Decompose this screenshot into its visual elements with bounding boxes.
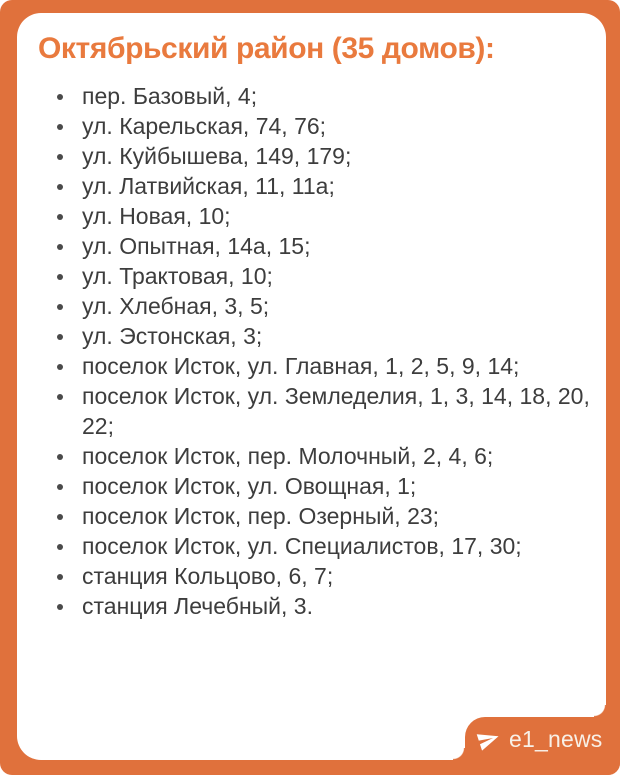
bullet-marker — [38, 321, 82, 351]
address-text: станция Кольцово, 6, 7; — [82, 563, 334, 589]
address-list-item: поселок Исток, ул. Овощная, 1; — [38, 471, 592, 501]
bullet-icon — [57, 333, 63, 340]
bullet-marker — [38, 291, 82, 321]
address-list-item: ул. Куйбышева, 149, 179; — [38, 141, 592, 171]
address-list-item: поселок Исток, ул. Главная, 1, 2, 5, 9, … — [38, 351, 592, 381]
address-text: поселок Исток, ул. Земледелия, 1, 3, 14,… — [82, 383, 590, 439]
address-list-item: ул. Новая, 10; — [38, 201, 592, 231]
address-list-item: поселок Исток, пер. Молочный, 2, 4, 6; — [38, 441, 592, 471]
channel-badge-label: e1_news — [509, 725, 603, 752]
address-text: поселок Исток, ул. Главная, 1, 2, 5, 9, … — [82, 353, 520, 379]
corner-fillet-right — [594, 705, 606, 717]
corner-fillet-bottom — [453, 748, 465, 760]
bullet-icon — [57, 303, 63, 310]
address-text: ул. Новая, 10; — [82, 203, 231, 229]
address-text: пер. Базовый, 4; — [82, 83, 258, 109]
bullet-icon — [57, 393, 63, 400]
address-text: поселок Исток, пер. Озерный, 23; — [82, 503, 440, 529]
address-list-item: ул. Опытная, 14а, 15; — [38, 231, 592, 261]
address-text: поселок Исток, ул. Овощная, 1; — [82, 473, 417, 499]
bullet-marker — [38, 261, 82, 291]
address-list-item: ул. Трактовая, 10; — [38, 261, 592, 291]
bullet-marker — [38, 501, 82, 531]
card-content: Октябрьский район (35 домов): пер. Базов… — [17, 13, 606, 621]
bullet-marker — [38, 231, 82, 261]
bullet-icon — [57, 363, 63, 370]
address-list-item: ул. Латвийская, 11, 11а; — [38, 171, 592, 201]
address-list-item: ул. Карельская, 74, 76; — [38, 111, 592, 141]
address-text: ул. Карельская, 74, 76; — [82, 113, 327, 139]
bullet-marker — [38, 201, 82, 231]
bullet-icon — [57, 543, 63, 550]
bullet-icon — [57, 153, 63, 160]
bullet-marker — [38, 531, 82, 561]
bullet-marker — [38, 81, 82, 111]
telegram-send-icon — [474, 725, 503, 754]
bullet-icon — [57, 273, 63, 280]
bullet-marker — [38, 471, 82, 501]
bullet-marker — [38, 111, 82, 141]
bullet-icon — [57, 603, 63, 610]
bullet-marker — [38, 591, 82, 621]
address-list-item: станция Кольцово, 6, 7; — [38, 561, 592, 591]
bullet-icon — [57, 183, 63, 190]
address-list: пер. Базовый, 4; ул. Карельская, 74, 76;… — [38, 81, 592, 621]
address-text: ул. Эстонская, 3; — [82, 323, 263, 349]
address-text: ул. Трактовая, 10; — [82, 263, 273, 289]
address-text: станция Лечебный, 3. — [82, 593, 313, 619]
address-text: ул. Опытная, 14а, 15; — [82, 233, 311, 259]
address-text: ул. Латвийская, 11, 11а; — [82, 173, 335, 199]
address-list-item: поселок Исток, ул. Специалистов, 17, 30; — [38, 531, 592, 561]
address-list-item: ул. Хлебная, 3, 5; — [38, 291, 592, 321]
bullet-icon — [57, 213, 63, 220]
bullet-marker — [38, 561, 82, 591]
bullet-icon — [57, 243, 63, 250]
page-title: Октябрьский район (35 домов): — [38, 32, 495, 65]
bullet-marker — [38, 171, 82, 201]
channel-badge: e1_news — [465, 717, 620, 775]
bullet-marker — [38, 351, 82, 381]
bullet-icon — [57, 513, 63, 520]
address-text: поселок Исток, пер. Молочный, 2, 4, 6; — [82, 443, 494, 469]
address-list-item: поселок Исток, ул. Земледелия, 1, 3, 14,… — [38, 381, 592, 441]
address-text: ул. Куйбышева, 149, 179; — [82, 143, 352, 169]
address-list-item: станция Лечебный, 3. — [38, 591, 592, 621]
address-list-item: ул. Эстонская, 3; — [38, 321, 592, 351]
address-list-item: поселок Исток, пер. Озерный, 23; — [38, 501, 592, 531]
bullet-icon — [57, 93, 63, 100]
bullet-marker — [38, 381, 82, 441]
bullet-icon — [57, 483, 63, 490]
address-text: поселок Исток, ул. Специалистов, 17, 30; — [82, 533, 522, 559]
bullet-marker — [38, 441, 82, 471]
bullet-icon — [57, 573, 63, 580]
address-list-item: пер. Базовый, 4; — [38, 81, 592, 111]
content-card: Октябрьский район (35 домов): пер. Базов… — [17, 13, 606, 760]
address-text: ул. Хлебная, 3, 5; — [82, 293, 270, 319]
bullet-icon — [57, 453, 63, 460]
bullet-marker — [38, 141, 82, 171]
bullet-icon — [57, 123, 63, 130]
